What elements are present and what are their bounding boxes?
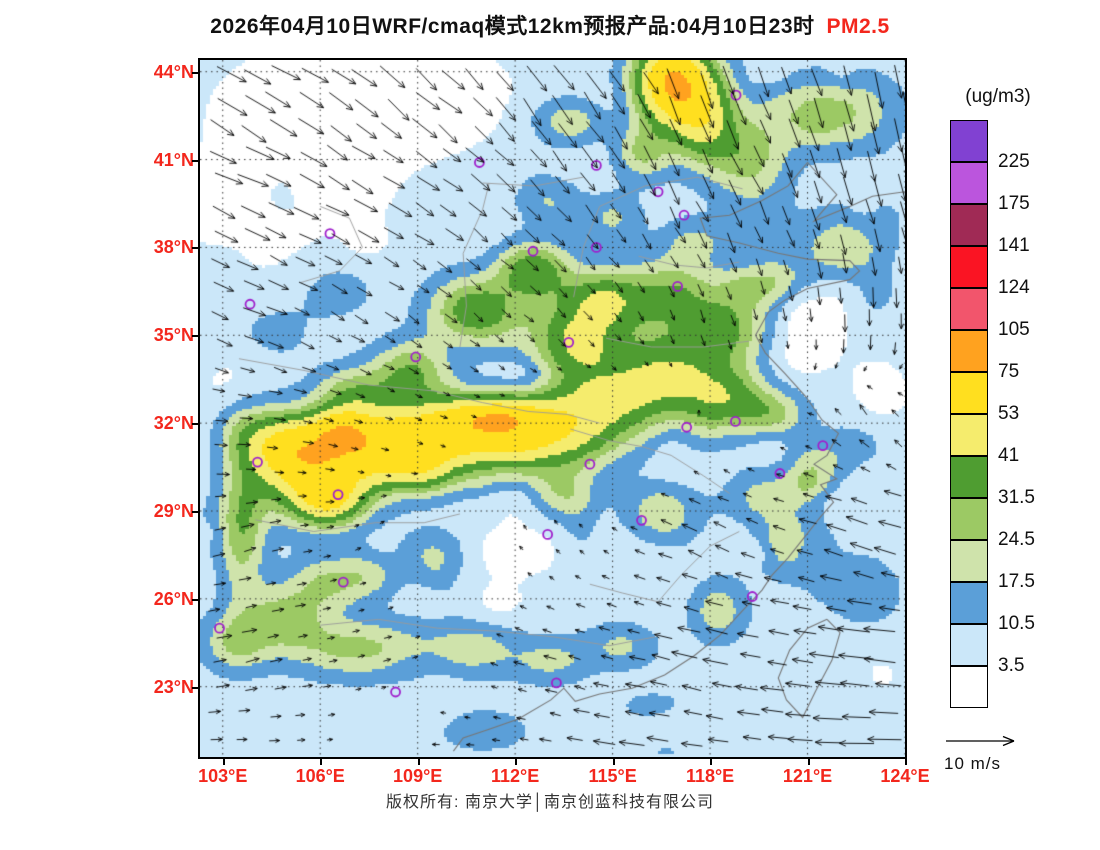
legend-level-label: 3.5 (998, 655, 1025, 676)
wind-reference: 10 m/s (944, 732, 1044, 774)
lon-tick-mark (807, 758, 810, 765)
legend-level-label: 53 (998, 403, 1020, 424)
lat-tick-mark (192, 159, 199, 162)
legend-swatch (950, 456, 988, 498)
lon-tick-mark (417, 758, 420, 765)
lat-tick-label: 35°N (153, 325, 194, 346)
legend-swatch (950, 288, 988, 330)
legend-swatch (950, 162, 988, 204)
legend-swatch (950, 666, 988, 708)
legend-units-label: (ug/m3) (965, 86, 1031, 107)
legend-level-label: 41 (998, 445, 1020, 466)
lon-tick-label: 115°E (588, 766, 637, 786)
title-text: 2026年04月10日WRF/cmaq模式12km预报产品:04月10日23时 (210, 15, 815, 38)
legend-level-label: 175 (998, 193, 1030, 214)
legend-swatch (950, 246, 988, 288)
lat-tick-mark (192, 598, 199, 601)
legend-swatch (950, 624, 988, 666)
legend-swatch (950, 498, 988, 540)
legend-swatch (950, 414, 988, 456)
legend-level-label: 24.5 (998, 529, 1035, 550)
lon-tick-mark (222, 758, 225, 765)
legend-swatch (950, 582, 988, 624)
lon-tick-mark (710, 758, 713, 765)
lat-tick-label: 23°N (153, 676, 194, 697)
lat-tick-mark (192, 686, 199, 689)
lat-tick-mark (192, 335, 199, 338)
legend-level-label: 17.5 (998, 571, 1035, 592)
lon-tick-label: 124°E (880, 766, 930, 786)
colorbar-legend: (ug/m3) 225 175 141 124 105 75 53 41 31.5 24.5 17.… (938, 86, 1100, 756)
lon-tick-label: 112°E (491, 766, 540, 786)
lat-tick-label: 44°N (153, 61, 194, 82)
legend-swatch (950, 120, 988, 162)
lon-tick-label: 103°E (198, 766, 248, 786)
wind-reference-label: 10 m/s (944, 754, 1002, 773)
legend-level-label: 31.5 (998, 487, 1035, 508)
lon-tick-mark (515, 758, 518, 765)
legend-level-label: 75 (998, 361, 1020, 382)
lon-tick-label: 118°E (685, 766, 735, 786)
lat-tick-mark (192, 247, 199, 250)
lat-tick-label: 32°N (153, 413, 194, 434)
lon-tick-label: 109°E (393, 766, 443, 786)
legend-swatch (950, 204, 988, 246)
lon-tick-mark (612, 758, 615, 765)
lat-tick-label: 41°N (153, 149, 194, 170)
legend-level-label: 225 (998, 151, 1030, 172)
lon-tick-label: 121°E (782, 766, 833, 786)
legend-swatch (950, 540, 988, 582)
legend-level-label: 105 (998, 319, 1030, 340)
lon-tick-mark (320, 758, 323, 765)
lat-tick-mark (192, 71, 199, 74)
lon-tick-label: 106°E (295, 766, 345, 786)
legend-level-label: 141 (998, 235, 1030, 256)
page-title: 2026年04月10日WRF/cmaq模式12km预报产品:04月10日23时 P… (0, 10, 1100, 40)
pm25-map-canvas (200, 60, 905, 757)
legend-level-label: 124 (998, 277, 1030, 298)
legend-swatch (950, 372, 988, 414)
wind-reference-arrow (946, 735, 1015, 747)
lat-tick-mark (192, 511, 199, 513)
map-plot-area (198, 58, 907, 759)
lat-tick-label: 38°N (153, 237, 194, 258)
lat-tick-label: 26°N (153, 588, 194, 609)
legend-swatch (950, 330, 988, 372)
title-pollutant-label: PM2.5 (826, 15, 890, 38)
lon-tick-mark (905, 758, 907, 765)
legend-level-label: 10.5 (998, 613, 1035, 634)
copyright-text: 版权所有: 南京大学│南京创蓝科技有限公司 (386, 794, 714, 811)
lat-tick-mark (192, 423, 199, 426)
lat-tick-label: 29°N (153, 501, 194, 521)
